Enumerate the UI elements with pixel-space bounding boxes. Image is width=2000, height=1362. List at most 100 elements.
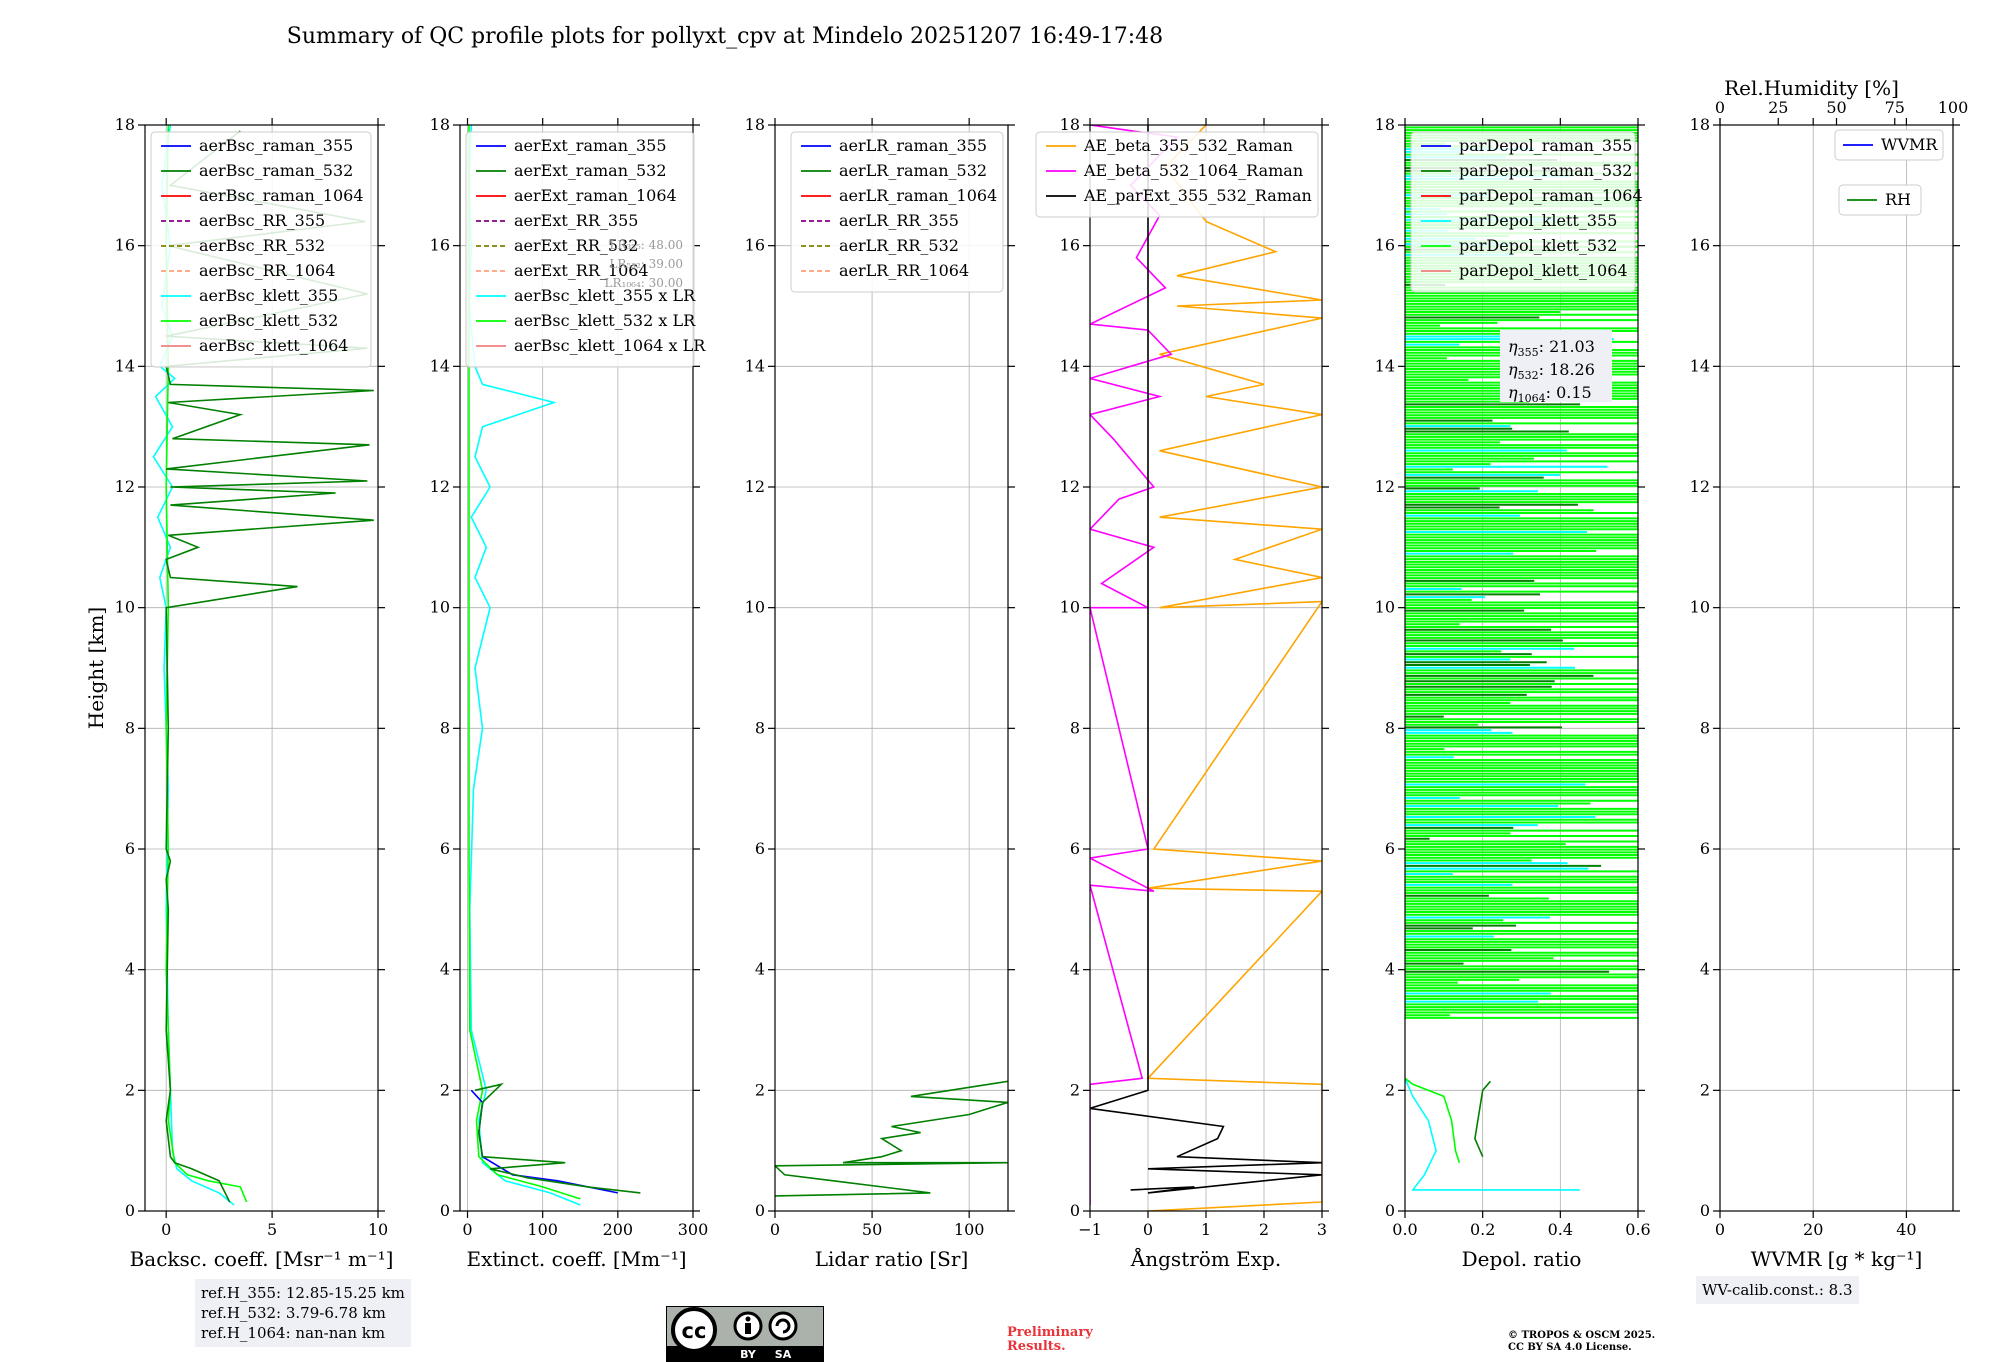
x-tick-label: 200 bbox=[603, 1220, 634, 1239]
wv-calib-const: WV-calib.const.: 8.3 bbox=[1702, 1281, 1853, 1299]
legend-entry: aerExt_raman_532 bbox=[514, 161, 667, 180]
eta-label: η1064: 0.15 bbox=[1508, 383, 1592, 405]
cc-by-sa-logo: cc BY SA bbox=[666, 1306, 824, 1362]
y-tick-label: 18 bbox=[115, 115, 135, 134]
lr-note: LR₃₅₅: 48.00 bbox=[609, 238, 683, 252]
series-line-parDepol_klett_532 bbox=[1405, 1077, 1461, 1163]
legend-box bbox=[1834, 129, 1944, 161]
y-tick-label: 8 bbox=[440, 718, 450, 737]
top-x-axis-label: Rel.Humidity [%] bbox=[1724, 76, 1899, 100]
top-x-tick-label: 75 bbox=[1885, 98, 1905, 117]
x-tick-label: 0 bbox=[1715, 1220, 1725, 1239]
legend-entry: RH bbox=[1885, 190, 1911, 209]
legend-box bbox=[465, 131, 695, 368]
legend-entry: parDepol_klett_1064 bbox=[1459, 261, 1628, 280]
y-tick-label: 6 bbox=[1070, 839, 1080, 858]
top-x-tick-label: 25 bbox=[1768, 98, 1788, 117]
legend-entry: aerLR_raman_355 bbox=[839, 136, 987, 155]
panel-depol: 0 2 4 6 8 10 12 14 16 18 0.0 0.2 0.4 0.6 Depol. ratio p… bbox=[1375, 115, 1651, 1271]
panel-frame-ext bbox=[459, 124, 694, 1212]
series-line-aerExt_raman_532 bbox=[474, 1082, 641, 1194]
y-tick-label: 12 bbox=[1060, 477, 1080, 496]
y-tick-label: 4 bbox=[1070, 960, 1080, 979]
y-tick-label: 14 bbox=[1375, 356, 1395, 375]
y-tick-label: 8 bbox=[1070, 718, 1080, 737]
legend-entry: aerBsc_klett_355 x LR bbox=[514, 286, 696, 305]
copyright-line-2: CC BY SA 4.0 License. bbox=[1508, 1342, 1632, 1353]
legend-entry: aerBsc_RR_1064 bbox=[199, 261, 335, 280]
y-tick-label: 16 bbox=[1060, 236, 1080, 255]
y-tick-label: 10 bbox=[745, 598, 765, 617]
panel-wv: 0 2 4 6 8 10 12 14 16 18 0 20 40 WVMR [g * kg⁻¹] 0 25 50… bbox=[1690, 76, 1969, 1271]
y-tick-label: 2 bbox=[1700, 1080, 1710, 1099]
y-tick-label: 6 bbox=[1700, 839, 1710, 858]
x-tick-label: 20 bbox=[1803, 1220, 1823, 1239]
y-tick-label: 2 bbox=[125, 1080, 135, 1099]
y-tick-label: 2 bbox=[440, 1080, 450, 1099]
x-tick-label: 100 bbox=[527, 1220, 558, 1239]
x-tick-label: 100 bbox=[954, 1220, 985, 1239]
y-tick-label: 8 bbox=[1700, 718, 1710, 737]
y-tick-label: 0 bbox=[440, 1201, 450, 1220]
legend-entry: aerExt_RR_355 bbox=[514, 211, 638, 230]
series-line-aerBsc_klett_532 bbox=[165, 125, 248, 1203]
preliminary-line-1: Preliminary bbox=[1007, 1325, 1093, 1340]
y-tick-label: 4 bbox=[125, 960, 135, 979]
x-tick-label: 0.2 bbox=[1470, 1220, 1495, 1239]
legend-entry: parDepol_klett_355 bbox=[1459, 211, 1617, 230]
cc-logo-label: cc bbox=[682, 1319, 707, 1343]
reference-height-box: ref.H_355: 12.85-15.25 km ref.H_532: 3.7… bbox=[195, 1279, 411, 1347]
legend-entry: aerExt_RR_532 bbox=[514, 236, 638, 255]
x-tick-label: 1 bbox=[1201, 1220, 1211, 1239]
series-line-AE_beta_532_1064_Raman bbox=[1090, 125, 1179, 1205]
y-tick-label: 18 bbox=[745, 115, 765, 134]
x-tick-label: 3 bbox=[1317, 1220, 1327, 1239]
x-axis-label-lr: Lidar ratio [Sr] bbox=[815, 1247, 969, 1271]
refh-532: ref.H_532: 3.79-6.78 km bbox=[201, 1304, 386, 1322]
legend-entry: parDepol_raman_532 bbox=[1459, 161, 1632, 180]
y-tick-label: 16 bbox=[115, 236, 135, 255]
series-line-parDepol_raman_532 bbox=[1474, 1080, 1492, 1158]
y-tick-label: 0 bbox=[1070, 1201, 1080, 1220]
top-x-tick-label: 100 bbox=[1938, 98, 1969, 117]
y-tick-label: 6 bbox=[125, 839, 135, 858]
y-tick-label: 10 bbox=[1690, 598, 1710, 617]
legend-entry: aerBsc_klett_532 x LR bbox=[514, 311, 696, 330]
legend-entry: aerBsc_raman_355 bbox=[199, 136, 353, 155]
y-tick-label: 6 bbox=[1385, 839, 1395, 858]
wv-calibration-box: WV-calib.const.: 8.3 bbox=[1696, 1276, 1859, 1304]
x-tick-label: 50 bbox=[862, 1220, 882, 1239]
y-tick-label: 16 bbox=[430, 236, 450, 255]
y-tick-label: 18 bbox=[430, 115, 450, 134]
x-tick-label: 0.6 bbox=[1625, 1220, 1650, 1239]
panel-frame-lr bbox=[774, 124, 1009, 1212]
legend-entry: aerLR_raman_532 bbox=[839, 161, 987, 180]
y-axis-label: Height [km] bbox=[84, 607, 108, 729]
preliminary-note: Preliminary Results. bbox=[1007, 1326, 1093, 1354]
x-tick-label: 0 bbox=[161, 1220, 171, 1239]
x-tick-label: 2 bbox=[1259, 1220, 1269, 1239]
y-tick-label: 14 bbox=[1060, 356, 1080, 375]
legend-box bbox=[790, 131, 1004, 293]
x-tick-label: 0 bbox=[462, 1220, 472, 1239]
x-tick-label: 10 bbox=[368, 1220, 388, 1239]
legend-entry: aerLR_RR_355 bbox=[839, 211, 959, 230]
x-axis-label-ae: Ångström Exp. bbox=[1130, 1246, 1281, 1271]
x-tick-label: 0 bbox=[1143, 1220, 1153, 1239]
legend-entry: aerExt_raman_355 bbox=[514, 136, 667, 155]
legend-entry: aerBsc_RR_355 bbox=[199, 211, 325, 230]
y-tick-label: 12 bbox=[1690, 477, 1710, 496]
y-tick-label: 2 bbox=[1070, 1080, 1080, 1099]
y-tick-label: 12 bbox=[115, 477, 135, 496]
lr-note: LR₅₃₂: 39.00 bbox=[609, 257, 683, 271]
y-tick-label: 4 bbox=[755, 960, 765, 979]
eta-label: η532: 18.26 bbox=[1508, 360, 1595, 382]
legend-entry: aerLR_RR_1064 bbox=[839, 261, 969, 280]
legend-entry: aerBsc_klett_355 bbox=[199, 286, 338, 305]
y-tick-label: 12 bbox=[430, 477, 450, 496]
y-tick-label: 18 bbox=[1060, 115, 1080, 134]
y-tick-label: 14 bbox=[115, 356, 135, 375]
y-tick-label: 10 bbox=[115, 598, 135, 617]
y-tick-label: 10 bbox=[1060, 598, 1080, 617]
